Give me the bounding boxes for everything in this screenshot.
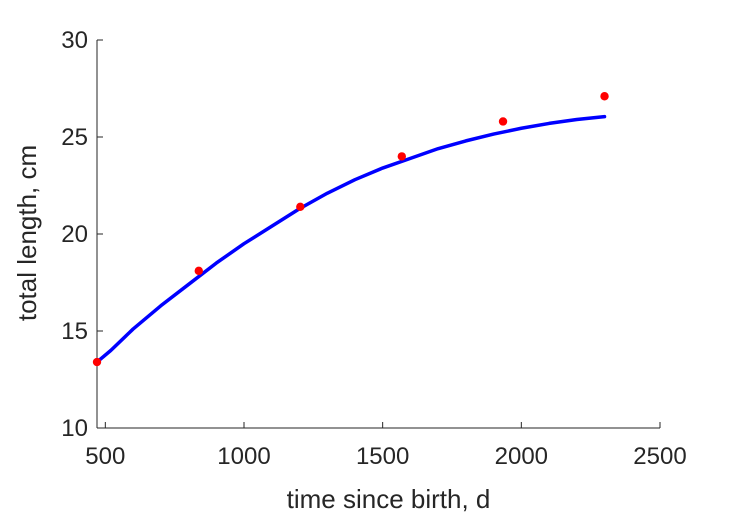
- x-tick-label: 1000: [217, 443, 270, 470]
- x-tick-label: 1500: [356, 443, 409, 470]
- y-tick-label: 25: [61, 124, 88, 151]
- tick-marks: [97, 39, 661, 429]
- y-tick-label: 10: [61, 415, 88, 442]
- data-point: [92, 357, 102, 367]
- x-tick-label: 2500: [633, 443, 686, 470]
- data-point: [194, 266, 203, 276]
- data-point: [498, 117, 508, 126]
- x-axis-label: time since birth, d: [287, 484, 491, 514]
- y-axis-label: total length, cm: [12, 145, 42, 321]
- series-layer: [92, 92, 609, 367]
- data-point: [397, 152, 406, 161]
- y-tick-labels: 10 15 20 25 30: [61, 27, 88, 442]
- y-tick-label: 15: [61, 318, 88, 345]
- data-point: [600, 92, 609, 101]
- x-tick-label: 500: [85, 443, 125, 470]
- y-tick-label: 30: [61, 27, 88, 54]
- x-tick-labels: 500 1000 1500 2000 2500: [85, 443, 686, 470]
- data-point: [296, 202, 305, 212]
- fit-curve: [95, 114, 607, 364]
- axes: [96, 40, 660, 429]
- x-tick-label: 2000: [495, 443, 548, 470]
- y-tick-label: 20: [61, 221, 88, 248]
